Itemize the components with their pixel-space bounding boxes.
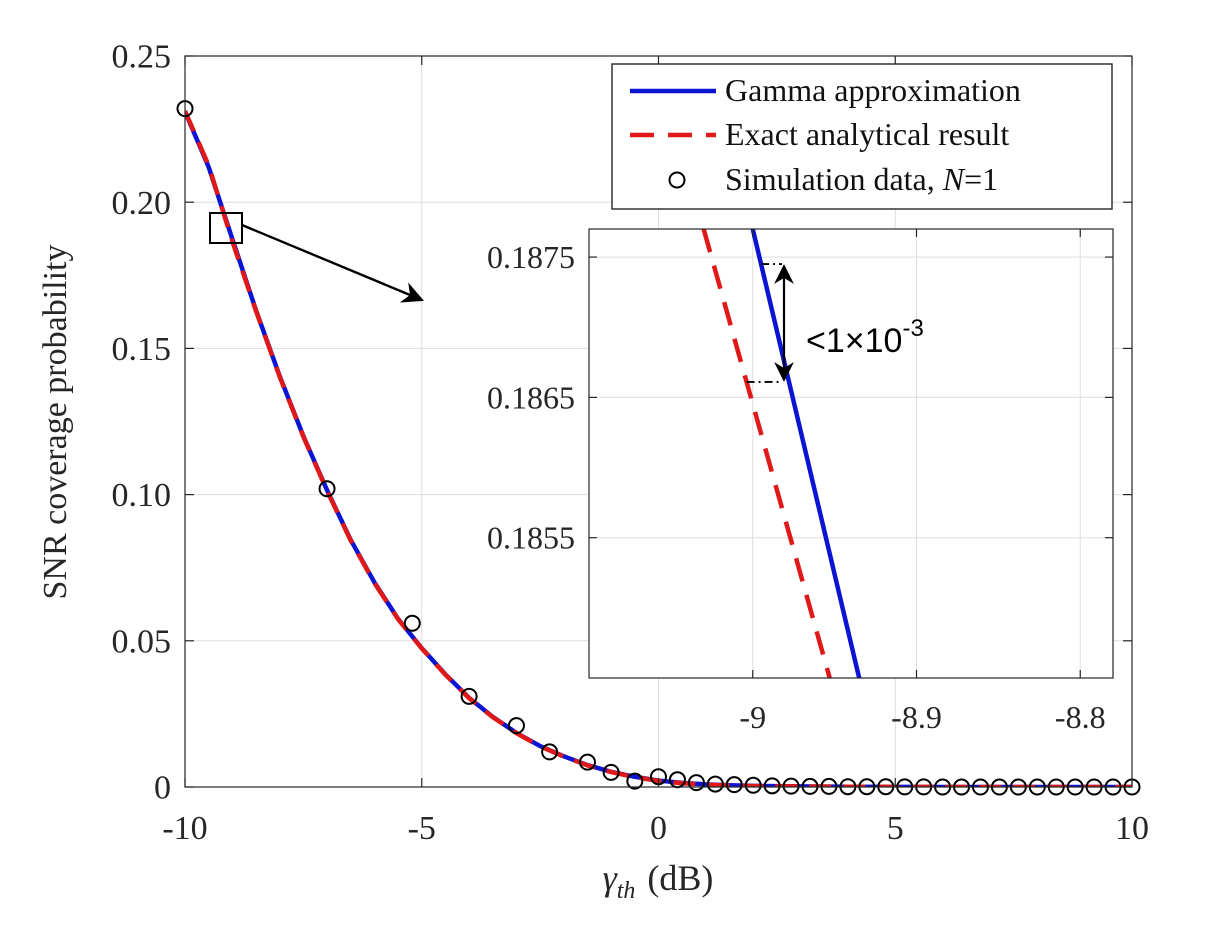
main-x-tick-label: 5	[887, 810, 904, 847]
simulation-point	[687, 774, 705, 792]
inset-axes-box	[588, 228, 1114, 679]
main-y-tick-label: 0.15	[112, 331, 172, 368]
series-line-exact	[185, 110, 1132, 787]
x-axis-label-subscript: th	[617, 878, 636, 904]
inset-y-tick-label: 0.1865	[487, 379, 575, 415]
zoom-arrow	[241, 223, 424, 303]
main-y-tick-label: 0.25	[112, 39, 172, 76]
main-y-tick-label: 0	[154, 770, 171, 807]
main-ticks	[184, 55, 1133, 788]
legend-label-simulation-suffix: =1	[964, 161, 998, 197]
simulation-point	[507, 717, 525, 735]
legend-label-simulation: Simulation data, N=1	[725, 161, 998, 197]
x-axis-label: γth (dB)	[603, 858, 714, 904]
main-y-tick-label: 0.10	[112, 477, 172, 514]
inset-x-tick-label: -8.8	[1055, 699, 1106, 735]
inset-tick-labels: -9 -8.9 -8.8 0.1855 0.1865 0.1875	[487, 239, 1106, 735]
simulation-point	[706, 775, 724, 793]
inset-x-tick-label: -8.9	[891, 699, 942, 735]
simulation-point	[602, 763, 620, 781]
legend-label-simulation-prefix: Simulation data,	[725, 161, 943, 197]
simulation-point	[578, 753, 596, 771]
simulation-point	[626, 772, 644, 790]
legend-label-simulation-var: N	[942, 161, 966, 197]
main-x-tick-label: 0	[650, 810, 667, 847]
main-x-tick-label: -10	[162, 810, 207, 847]
inset-line-exact	[701, 229, 832, 678]
zoom-region-marker	[209, 212, 243, 244]
simulation-point	[725, 776, 743, 794]
inset-ticks	[589, 229, 1113, 678]
annotation-text: <1×10-3	[806, 315, 924, 360]
legend-label-gamma: Gamma approximation	[725, 72, 1021, 108]
main-x-tick-label: -5	[408, 810, 436, 847]
simulation-point	[541, 743, 559, 761]
legend: Gamma approximation Exact analytical res…	[611, 63, 1113, 210]
simulation-point	[782, 777, 800, 795]
annotation-text-base: <1×10	[806, 322, 902, 360]
inset-axes: -9 -8.9 -8.8 0.1855 0.1865 0.1875 <1×10-3	[487, 228, 1114, 735]
inset-plot-area	[589, 229, 1113, 678]
annotation-text-exponent: -3	[902, 315, 923, 342]
simulation-point	[403, 614, 421, 632]
legend-label-exact: Exact analytical result	[725, 116, 1009, 152]
legend-box	[611, 63, 1113, 210]
legend-swatch-simulation	[668, 171, 686, 189]
y-axis-label: SNR coverage probability	[37, 244, 74, 599]
main-x-tick-label: 10	[1115, 810, 1149, 847]
x-axis-label-unit: (dB)	[647, 858, 713, 898]
inset-grid	[589, 229, 1113, 678]
inset-y-tick-label: 0.1875	[487, 239, 575, 275]
simulation-point	[763, 777, 781, 795]
inset-series	[701, 229, 862, 678]
x-axis-label-symbol: γ	[603, 858, 618, 898]
inset-line-gamma	[750, 229, 862, 678]
inset-x-tick-label: -9	[739, 699, 766, 735]
main-y-tick-label: 0.05	[112, 623, 172, 660]
main-y-tick-label: 0.20	[112, 185, 172, 222]
simulation-point	[318, 480, 336, 498]
simulation-point	[744, 776, 762, 794]
inset-annotation: <1×10-3	[746, 263, 924, 383]
inset-y-tick-label: 0.1855	[487, 520, 575, 556]
main-tick-labels: -10 -5 0 5 10 0 0.05 0.10 0.15 0.20 0.25	[112, 39, 1150, 847]
simulation-point	[460, 687, 478, 705]
